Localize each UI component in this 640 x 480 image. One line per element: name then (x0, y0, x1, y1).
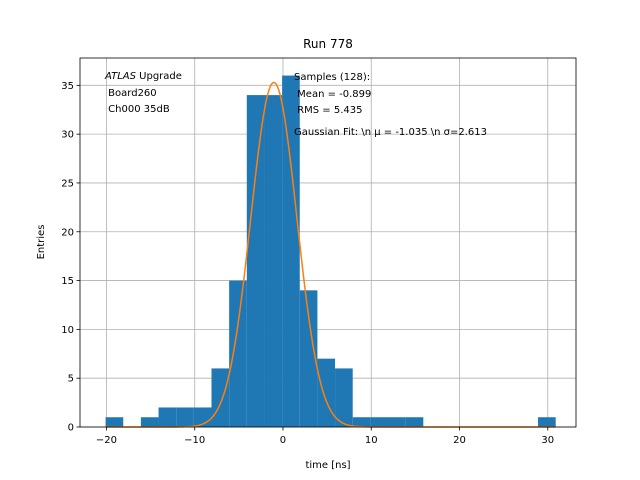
histogram-bar (370, 417, 389, 427)
fit-label: Gaussian Fit: \n μ = -1.035 \n σ=2.613 (294, 127, 487, 138)
board-label: Board260 (105, 88, 157, 99)
y-tick-label: 10 (61, 325, 74, 336)
histogram-bar (211, 368, 230, 427)
y-tick-label: 25 (61, 178, 74, 189)
histogram-bar (317, 358, 336, 427)
y-tick-label: 0 (68, 423, 74, 434)
histogram-bar (299, 290, 318, 427)
y-axis-title: Entries (36, 225, 47, 260)
x-tick-label: −20 (96, 435, 117, 446)
chart-title: Run 778 (303, 37, 353, 51)
histogram-bar (158, 407, 177, 427)
x-tick-label: 0 (280, 435, 286, 446)
x-tick-label: 30 (541, 435, 554, 446)
histogram-bar (352, 417, 371, 427)
x-tick-label: 10 (365, 435, 378, 446)
y-axis-ticks: 0 5 10 15 20 25 30 35 (61, 81, 80, 434)
y-tick-label: 5 (68, 374, 74, 385)
atlas-label: ATLAS Upgrade (104, 71, 182, 82)
histogram-bar (405, 417, 424, 427)
x-tick-label: −10 (184, 435, 205, 446)
histogram-bar (176, 407, 194, 427)
histogram-bar (335, 368, 353, 427)
y-tick-label: 30 (61, 130, 74, 141)
samples-label: Samples (128): (294, 72, 370, 83)
atlas-label-italic: ATLAS (104, 71, 137, 82)
histogram-bars (105, 75, 556, 428)
y-tick-label: 35 (61, 81, 74, 92)
x-tick-label: 20 (453, 435, 466, 446)
histogram-bar (229, 280, 247, 427)
atlas-label-upgrade: Upgrade (136, 71, 182, 82)
histogram-bar (264, 95, 283, 427)
histogram-bar (105, 417, 124, 427)
rms-label: RMS = 5.435 (294, 105, 362, 116)
histogram-bar (538, 417, 556, 427)
x-axis-title: time [ns] (305, 460, 350, 471)
mean-label: Mean = -0.899 (294, 89, 371, 100)
plot-frame (79, 57, 577, 428)
histogram-bar (246, 95, 265, 427)
y-tick-label: 15 (61, 276, 74, 287)
histogram-bar (388, 417, 406, 427)
histogram-bar (282, 75, 300, 428)
histogram-bar (140, 417, 159, 427)
channel-label: Ch000 35dB (105, 104, 170, 115)
y-tick-label: 20 (61, 227, 74, 238)
x-axis-ticks: −20 −10 0 10 20 30 (96, 427, 554, 446)
